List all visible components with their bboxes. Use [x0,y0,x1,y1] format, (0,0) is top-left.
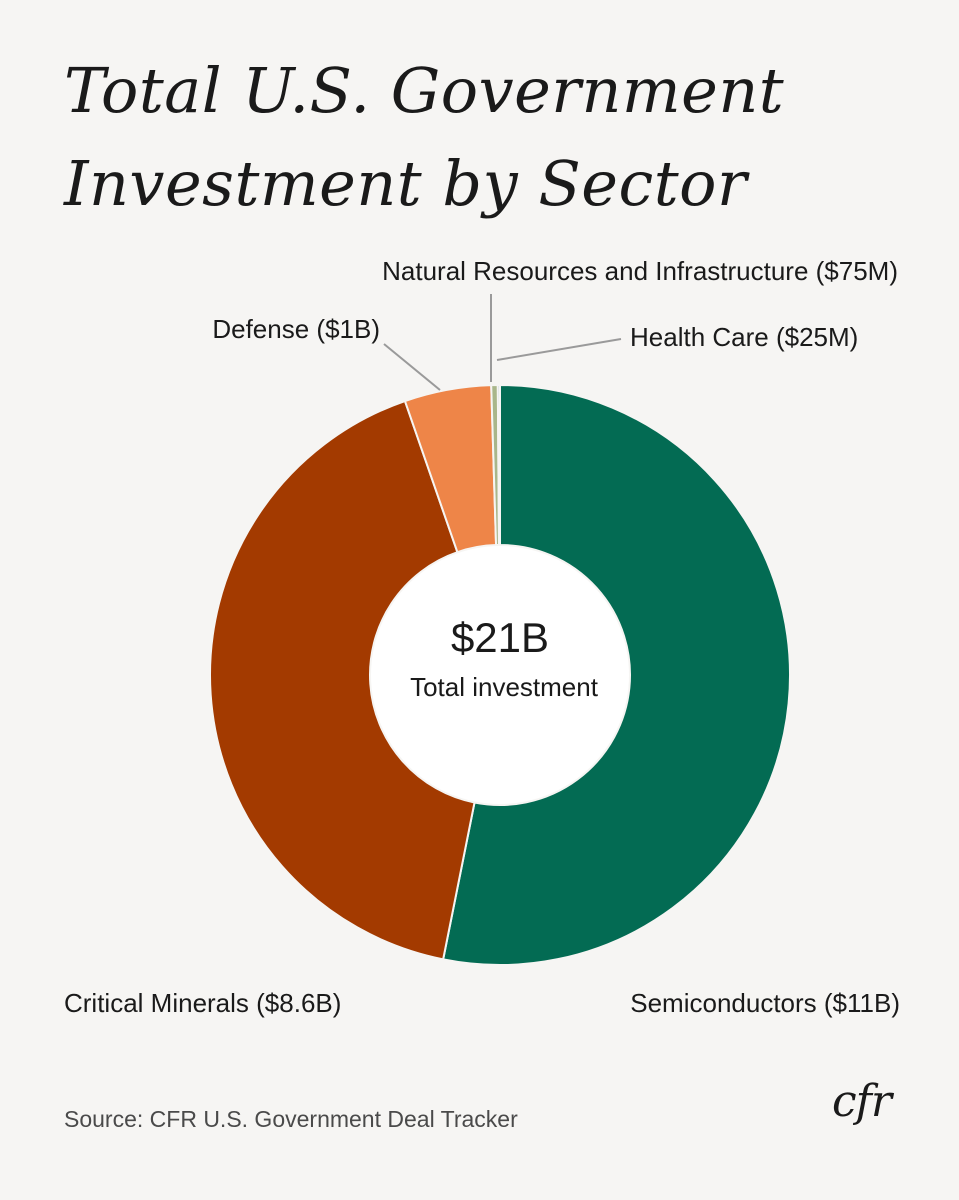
slice-label-natural-resources-and-infrastructure: Natural Resources and Infrastructure ($7… [382,256,898,286]
leader-line-health-care [496,338,622,361]
cfr-logo: cfr [832,1076,892,1127]
leader-lines [383,294,622,391]
slice-health-care [496,383,501,547]
slice-label-critical-minerals: Critical Minerals ($8.6B) [64,988,341,1018]
chart-title-line-2: Investment by Sector [64,147,748,220]
slice-label-semiconductors: Semiconductors ($11B) [630,988,900,1018]
slice-label-health-care: Health Care ($25M) [630,322,858,352]
donut-slices [209,383,791,966]
source-note: Source: CFR U.S. Government Deal Tracker [64,1106,518,1132]
donut-hole [371,546,629,804]
slice-labels: Semiconductors ($11B) Critical Minerals (… [64,256,900,1018]
chart-title-line-1: Total U.S. Government [64,54,785,127]
center-total-label: Total investment [410,672,599,702]
chart-title: Total U.S. Government Investment by Sect… [64,44,924,230]
slice-label-defense: Defense ($1B) [212,314,380,344]
leader-line-defense [383,343,441,391]
slice-critical-minerals [209,399,476,961]
center-total-value: $21B [451,614,549,661]
slice-semiconductors [441,383,791,966]
